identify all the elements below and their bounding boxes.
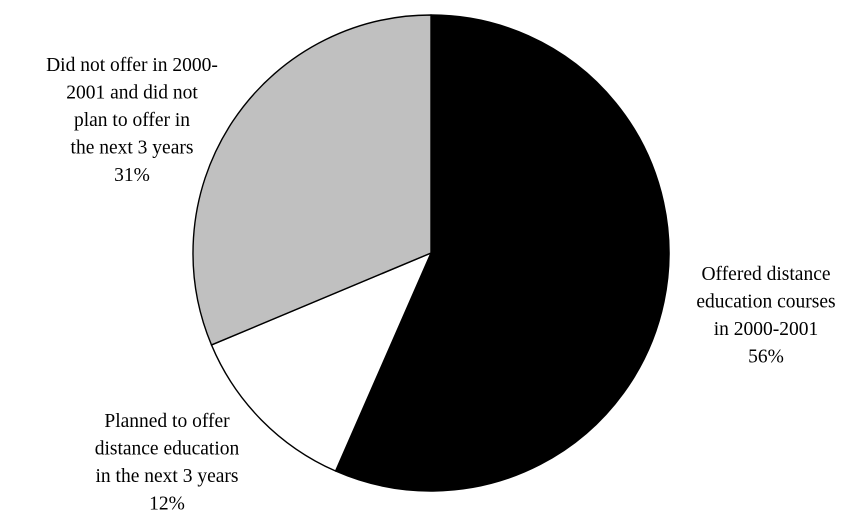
slice-not-offered (192, 14, 432, 346)
slice-value-label: 12% (149, 494, 185, 515)
slice-label-line: in the next 3 years (96, 466, 239, 487)
pie-slices (192, 14, 670, 492)
label-not-offered: Did not offer in 2000- 2001 and did not pl… (46, 55, 218, 186)
slice-value-label: 31% (114, 165, 150, 186)
pie-labels: Offered distance education courses in 2000… (46, 55, 836, 515)
slice-label-line: education courses (696, 292, 835, 313)
slice-label-line: Offered distance (701, 264, 830, 285)
slice-label-line: Did not offer in 2000- (46, 55, 218, 76)
slice-value-label: 56% (748, 347, 784, 368)
slice-label-line: the next 3 years (71, 138, 194, 159)
slice-label-line: plan to offer in (74, 110, 190, 131)
slice-label-line: in 2000-2001 (714, 319, 819, 340)
slice-label-line: distance education (95, 439, 240, 460)
slice-label-line: Planned to offer (104, 411, 230, 432)
label-planned: Planned to offer distance education in the… (95, 411, 240, 515)
slice-planned (210, 252, 432, 472)
slice-offered (334, 14, 670, 492)
slice-label-line: 2001 and did not (66, 83, 198, 104)
label-offered: Offered distance education courses in 2000… (696, 264, 835, 368)
